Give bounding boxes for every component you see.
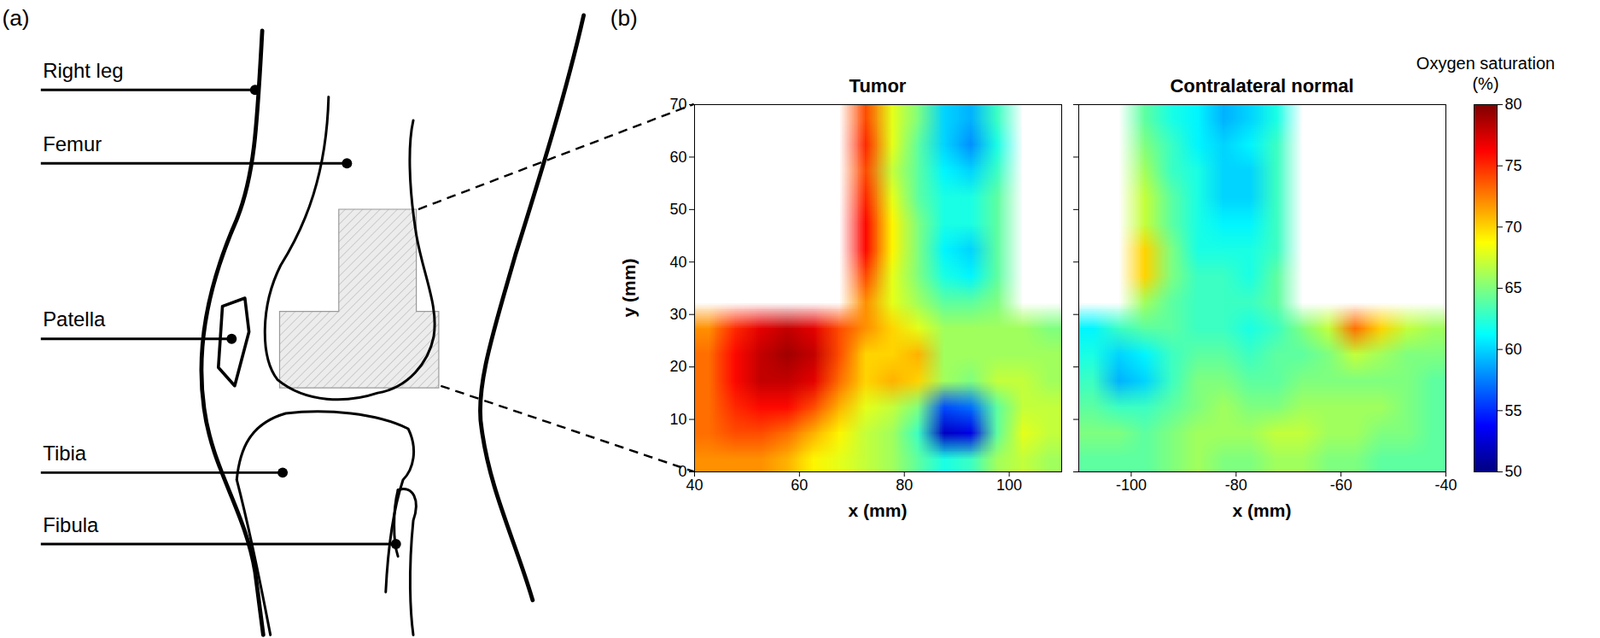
svg-text:-100: -100 (1115, 476, 1147, 494)
svg-text:55: 55 (1505, 402, 1523, 420)
svg-text:60: 60 (1505, 340, 1523, 358)
svg-text:70: 70 (669, 95, 687, 113)
svg-text:-60: -60 (1330, 476, 1353, 494)
html-text:x (mm): x (mm) (848, 500, 908, 520)
svg-text:60: 60 (790, 476, 808, 494)
svg-text:(b): (b) (610, 5, 638, 31)
svg-text:-80: -80 (1225, 476, 1248, 494)
svg-text:50: 50 (669, 200, 687, 218)
svg-text:80: 80 (1505, 95, 1523, 113)
svg-text:Right leg: Right leg (42, 58, 123, 82)
svg-text:Fibula: Fibula (42, 513, 100, 537)
svg-text:65: 65 (1505, 279, 1523, 297)
svg-text:40: 40 (685, 476, 703, 494)
svg-text:70: 70 (1505, 218, 1523, 236)
svg-text:40: 40 (669, 253, 687, 271)
svg-text:30: 30 (669, 305, 687, 323)
html-text:Contralateral normal: Contralateral normal (1170, 75, 1354, 97)
svg-text:75: 75 (1505, 157, 1523, 175)
html-text:x (mm): x (mm) (1232, 500, 1292, 520)
svg-text:(a): (a) (1, 5, 30, 31)
html-text:Oxygen saturation (%): Oxygen saturation (%) (1416, 53, 1555, 94)
html-text:Tumor: Tumor (849, 75, 907, 97)
svg-text:80: 80 (895, 476, 913, 494)
svg-text:Femur: Femur (42, 132, 102, 156)
svg-text:60: 60 (669, 148, 687, 166)
svg-text:Tibia: Tibia (42, 441, 88, 465)
svg-text:0: 0 (678, 463, 687, 481)
svg-text:-40: -40 (1434, 476, 1457, 494)
svg-text:Patella: Patella (42, 307, 106, 331)
svg-text:50: 50 (1505, 462, 1523, 480)
html-text:y (mm): y (mm) (618, 258, 639, 318)
svg-text:20: 20 (669, 357, 687, 375)
svg-text:100: 100 (996, 476, 1022, 494)
svg-text:10: 10 (669, 410, 687, 428)
